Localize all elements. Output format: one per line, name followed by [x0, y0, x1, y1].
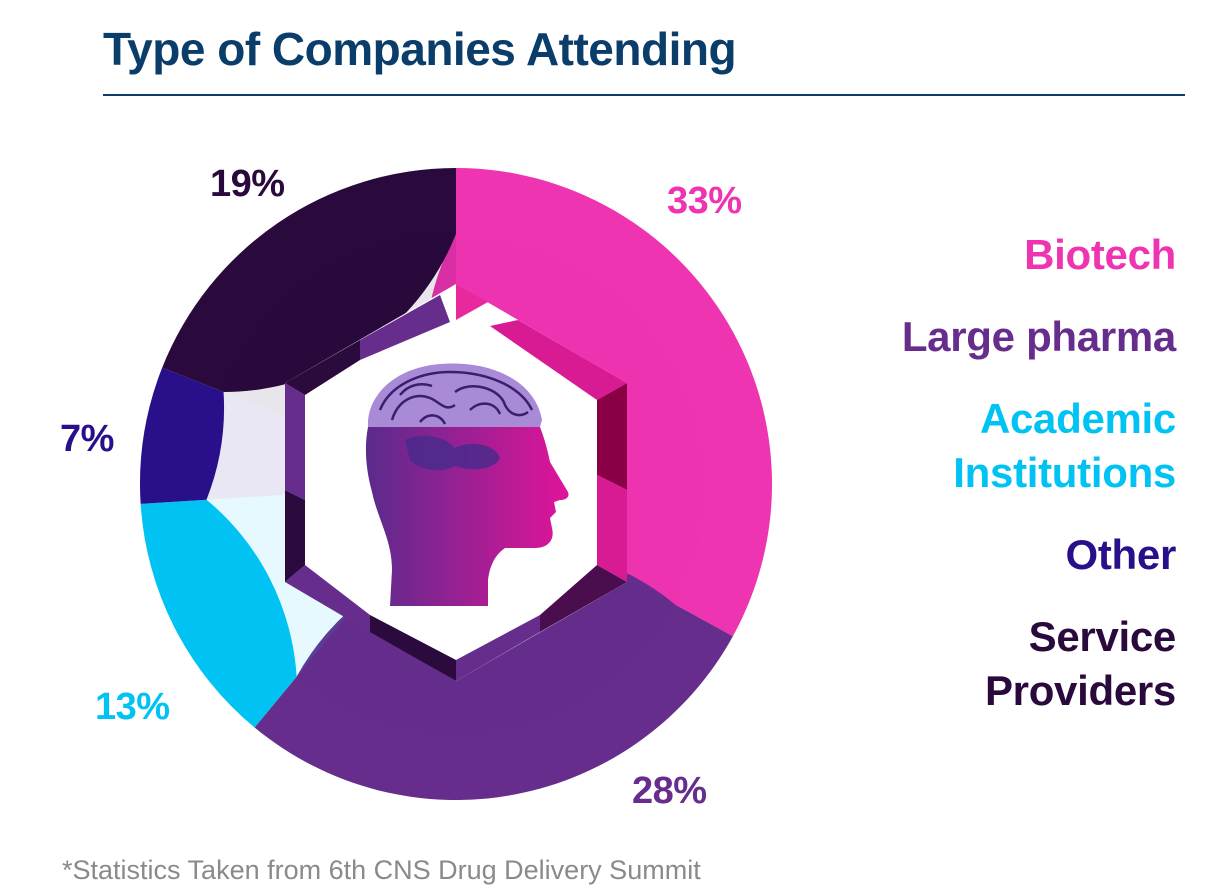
hex-facet [285, 383, 305, 500]
hex-facet [456, 615, 540, 681]
hex-facet [540, 565, 627, 632]
hex-facet [456, 284, 488, 320]
slice-academic-institutions [140, 499, 297, 728]
legend-item-other: Other [816, 528, 1176, 582]
legend: Biotech Large pharma Academic Institutio… [816, 228, 1176, 746]
hex-facet [490, 320, 627, 400]
slice-label-other: 7% [60, 418, 114, 460]
legend-label: Biotech [1024, 231, 1176, 278]
legend-label: Large pharma [901, 313, 1176, 360]
chart-title: Type of Companies Attending [103, 23, 737, 75]
legend-label: Service [1028, 613, 1177, 660]
hex-facet [285, 490, 305, 582]
legend-item-academic: Academic Institutions [816, 392, 1176, 500]
footnote: *Statistics Taken from 6th CNS Drug Deli… [62, 855, 701, 885]
legend-item-biotech: Biotech [816, 228, 1176, 282]
legend-label: Academic [979, 395, 1176, 442]
hex-facet [285, 565, 370, 632]
slice-label-biotech: 33% [667, 180, 742, 222]
legend-item-large-pharma: Large pharma [816, 310, 1176, 364]
slice-label-large-pharma: 28% [632, 770, 707, 812]
hex-facet [285, 340, 360, 395]
legend-label: Providers [984, 667, 1176, 714]
hex-facet [597, 383, 627, 490]
legend-item-service-providers: Service Providers [816, 610, 1176, 718]
hex-facet [360, 295, 450, 360]
title-divider [103, 94, 1185, 96]
slice-service-providers [162, 168, 457, 392]
slice-label-service-providers: 19% [210, 163, 285, 205]
hex-facet [597, 475, 627, 582]
legend-label: Other [1065, 531, 1176, 578]
head-icon [365, 363, 569, 606]
slice-other [140, 367, 225, 504]
slice-label-academic: 13% [95, 686, 170, 728]
legend-label: Institutions [953, 449, 1176, 496]
hex-facet [370, 615, 456, 681]
